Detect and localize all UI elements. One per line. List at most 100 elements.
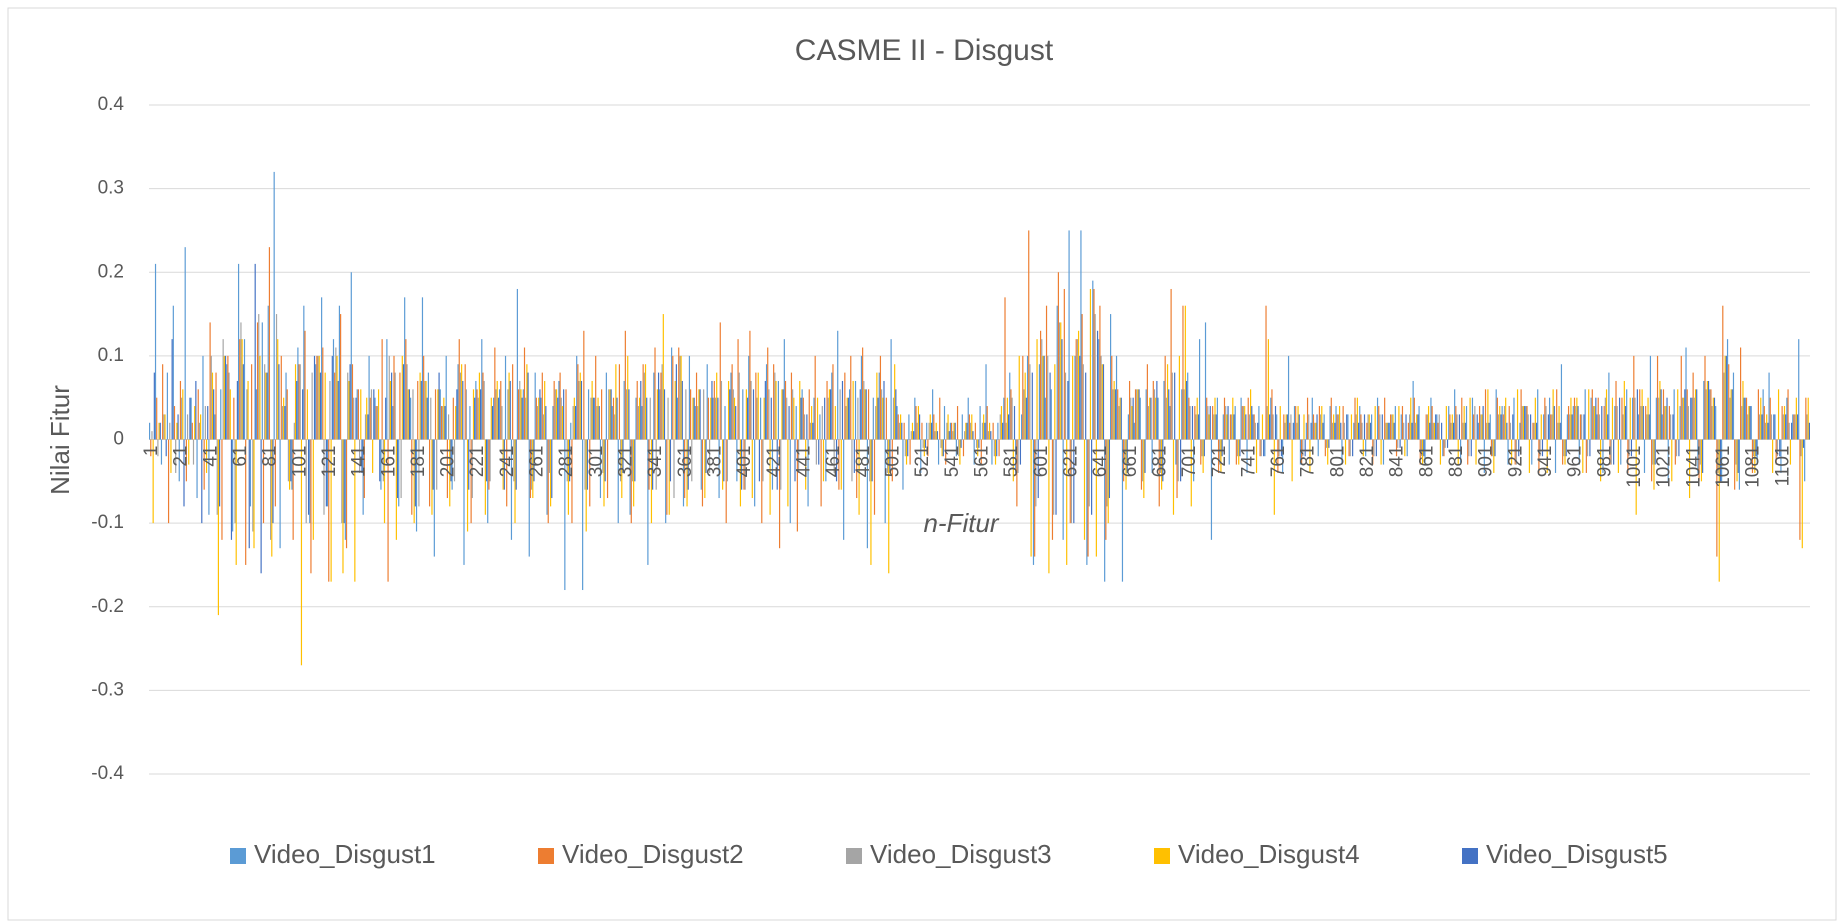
bar	[376, 406, 378, 440]
bar	[1302, 439, 1304, 457]
bar	[455, 406, 457, 440]
bar	[624, 330, 626, 440]
bar	[717, 397, 719, 440]
bar	[1298, 414, 1300, 440]
bar	[1540, 414, 1542, 440]
bar	[1123, 439, 1125, 482]
bar	[843, 439, 845, 540]
bar	[189, 397, 191, 440]
legend-label: Video_Disgust3	[870, 839, 1052, 869]
bar	[582, 439, 584, 591]
bar	[1321, 406, 1323, 440]
bar	[157, 439, 159, 457]
bar	[1750, 406, 1752, 440]
bar	[1166, 364, 1169, 440]
x-tick-label: 181	[408, 446, 429, 478]
bar	[268, 247, 271, 440]
bar	[474, 397, 476, 440]
bar	[1172, 439, 1175, 515]
bar	[972, 431, 974, 440]
bar	[253, 439, 255, 549]
bar	[592, 397, 594, 440]
bar	[1653, 439, 1655, 490]
bar	[1482, 406, 1484, 440]
bar	[1213, 414, 1215, 440]
bar	[267, 305, 269, 440]
x-tick-label: 401	[734, 446, 755, 478]
bar	[1291, 439, 1293, 482]
bar	[914, 397, 916, 440]
bar	[500, 380, 502, 440]
bar	[1290, 414, 1292, 440]
bar	[377, 389, 380, 440]
bar	[783, 339, 785, 440]
bar	[568, 439, 571, 482]
bar	[1773, 414, 1775, 440]
bar	[1586, 439, 1589, 457]
bar	[388, 355, 390, 440]
bar	[577, 364, 579, 440]
bar	[1161, 439, 1163, 490]
bar	[1563, 439, 1565, 457]
bar	[758, 439, 761, 482]
bar	[1526, 406, 1528, 440]
bar	[1545, 406, 1547, 440]
bar	[796, 439, 798, 532]
bar	[1787, 389, 1789, 440]
bar	[517, 389, 520, 440]
bar	[465, 389, 467, 440]
bar	[965, 422, 967, 440]
bar	[615, 364, 617, 440]
bar	[617, 439, 619, 524]
bar	[987, 431, 989, 440]
bar	[1083, 439, 1086, 540]
x-tick-label: 281	[556, 446, 577, 478]
bar	[1390, 414, 1392, 440]
bar	[1189, 406, 1191, 440]
bar	[326, 439, 329, 507]
bar	[764, 380, 766, 440]
bar	[825, 439, 827, 482]
bar	[662, 314, 664, 440]
bar	[275, 314, 278, 440]
bar	[1754, 439, 1756, 473]
bar	[1443, 439, 1445, 457]
bar	[1053, 439, 1055, 515]
bar	[215, 372, 217, 440]
bar	[370, 389, 373, 440]
bar	[201, 439, 203, 524]
bar	[508, 372, 510, 440]
bar	[1548, 397, 1551, 440]
x-tick-label: 1081	[1743, 446, 1764, 488]
bar	[1384, 397, 1386, 440]
bar	[1062, 439, 1064, 540]
bar	[243, 339, 246, 440]
bar	[962, 439, 965, 457]
bar	[1354, 397, 1356, 440]
bar	[1043, 355, 1045, 440]
bar	[535, 397, 537, 440]
bar	[1571, 414, 1573, 440]
bar	[237, 263, 240, 440]
bar	[1502, 414, 1504, 440]
bar	[961, 414, 963, 440]
bar	[998, 439, 1000, 457]
bar	[1565, 439, 1567, 457]
bar	[1089, 288, 1092, 440]
bar	[832, 364, 834, 440]
bar	[351, 364, 354, 440]
bar	[922, 439, 924, 448]
bar	[1355, 414, 1357, 440]
bar	[1697, 439, 1699, 473]
bar	[703, 389, 705, 440]
bar	[1198, 339, 1201, 440]
bar	[1385, 422, 1387, 440]
bar	[1197, 414, 1199, 440]
bar	[398, 439, 400, 507]
bar	[298, 364, 300, 440]
bar	[1239, 439, 1241, 457]
bar	[1515, 439, 1517, 465]
bar	[608, 389, 610, 440]
bar	[657, 372, 660, 440]
bar	[635, 397, 637, 440]
